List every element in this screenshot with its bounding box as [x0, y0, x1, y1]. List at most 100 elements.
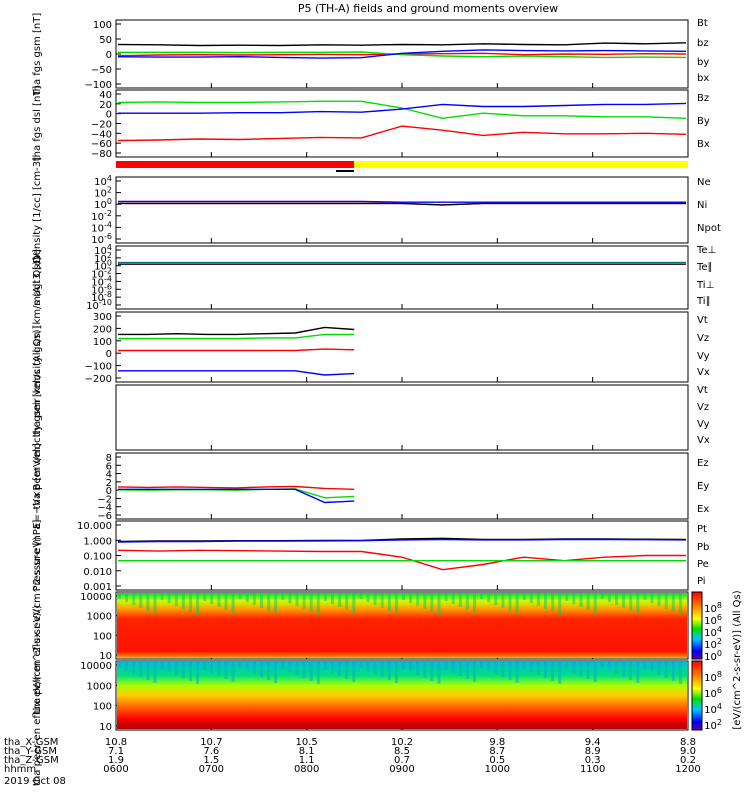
spectrogram-cell: [536, 662, 540, 675]
y-tick-label: 0: [106, 50, 112, 61]
footer-tick-x: 8.8: [680, 737, 696, 748]
y-tick-label: −80: [91, 149, 112, 160]
colorbar-tick: 108: [704, 601, 722, 615]
y-tick-label: −6: [97, 511, 112, 522]
spectrogram-cell: [281, 662, 285, 669]
panel-frame: [115, 520, 689, 591]
spectrogram-cell: [189, 593, 192, 612]
legend-ti: Ti⊥: [696, 280, 714, 291]
legend-vt: Vt: [697, 315, 708, 326]
spectrogram-cell: [331, 593, 334, 604]
spectrogram-cell: [643, 593, 647, 600]
footer-tick-z: 0.7: [394, 755, 410, 766]
footer-tick-t: 1100: [580, 764, 605, 775]
y-axis-label: magt3 [eV]: [32, 249, 43, 306]
spectrogram-cell: [338, 593, 342, 607]
panel-peir_velocity: tha peir velocity gsm [km/s (All Qs)] 300…: [32, 257, 710, 438]
spectrogram-cell: [352, 662, 356, 682]
spectrogram-cell: [316, 662, 320, 684]
spectrogram-cell: [245, 662, 249, 671]
y-axis-label: E=−V×B [mV/m]: [32, 443, 43, 529]
series-pb-line: [117, 549, 686, 571]
y-tick-label: 300: [93, 312, 112, 323]
legend-pe: Pe: [697, 559, 709, 570]
legend-bz: bz: [697, 38, 709, 49]
spectrogram-cell: [515, 593, 519, 614]
spectrogram-cell: [423, 593, 427, 609]
spectrogram-cell: [224, 593, 228, 610]
spectrogram-cell: [678, 593, 682, 615]
footer-tick-z: 1.9: [108, 755, 124, 766]
spectrogram-cell: [529, 593, 533, 603]
spectrogram-cell: [451, 662, 455, 673]
y-tick-label: 200: [93, 324, 112, 335]
spectrogram-cell: [678, 662, 682, 684]
legend-pi: Pi: [697, 576, 706, 587]
spectrogram-cell: [508, 593, 512, 611]
spectrogram-cell: [636, 593, 640, 614]
spectrogram-cell: [281, 593, 285, 600]
spectrogram-cell: [565, 593, 569, 601]
spectrogram-cell: [671, 662, 675, 681]
spectrogram-cell: [210, 593, 214, 604]
spectrogram-cell: [132, 593, 136, 605]
spectrogram-cell: [316, 593, 320, 615]
y-tick-label: 1000: [87, 612, 112, 623]
spectrogram-cell: [622, 593, 626, 608]
spectrogram-cell: [231, 593, 235, 613]
footer-tick-z: 0.2: [680, 755, 696, 766]
legend-ni: Ni: [697, 200, 707, 211]
spectrogram-cell: [522, 593, 526, 600]
spectrogram-cell: [373, 662, 377, 674]
legend-ne: Ne: [697, 177, 711, 188]
y-tick-label: 0: [106, 110, 112, 121]
y-tick-label: 10-8: [91, 290, 112, 304]
spectrogram-cell: [387, 593, 391, 611]
footer-tick-x: 10.7: [200, 737, 222, 748]
spectrogram-cell: [224, 662, 228, 679]
y-tick-label: 10000: [80, 592, 112, 603]
series-vx-line: [118, 370, 355, 376]
series-bz-line: [117, 125, 687, 142]
legend-bz: Bz: [697, 93, 709, 104]
spectrogram-cell: [437, 662, 441, 684]
spectrogram-cell: [309, 593, 313, 612]
spectrogram-cell: [210, 662, 214, 673]
spectrogram-cell: [536, 593, 540, 606]
spectrogram-cell: [409, 662, 413, 672]
legend-npot: Npot: [697, 223, 721, 234]
spectrogram-cell: [387, 662, 391, 680]
spectrogram-cell: [558, 593, 562, 615]
colorbar-peer: [691, 660, 703, 731]
spectrogram-cell: [167, 593, 171, 603]
y-tick-label: 0: [106, 486, 112, 497]
footer-tick-t: 1000: [485, 764, 510, 775]
panel-frame: [115, 452, 689, 520]
y-tick-label: 100: [93, 20, 112, 31]
panel-frame: [115, 245, 689, 310]
legend-bt: Bt: [697, 18, 708, 29]
colorbar-tick: 104: [704, 702, 722, 716]
y-tick-label: 104: [94, 243, 112, 257]
spectrogram-cell: [267, 662, 271, 680]
colorbar-tick: 108: [704, 670, 722, 684]
panel-frame: [115, 384, 689, 451]
spectrogram-cell: [430, 662, 434, 681]
spectrogram-cell: [160, 593, 164, 600]
spectrogram-cell: [252, 662, 256, 674]
spectrogram-cell: [565, 662, 569, 670]
spectrogram-cell: [323, 593, 327, 601]
y-tick-label: 1.000: [83, 536, 112, 547]
panel-frame: [115, 176, 689, 244]
y-tick-label: 102: [94, 251, 112, 265]
spectrogram-cell: [394, 593, 398, 614]
spectrogram-cell: [366, 593, 370, 602]
panel-pressure: Pressure [nPa] 10.000 1.000 0.100 0.010 0.001…: [32, 520, 709, 593]
y-tick-label: 10-10: [86, 298, 112, 312]
spectrogram-cell: [345, 662, 349, 679]
legend-vx: Vx: [697, 367, 710, 378]
panel-peir_eflux: tha peir en eflux eV/(cm^2-s-sr-eV) 10000…: [32, 537, 689, 714]
spectrogram-cell: [118, 593, 121, 599]
spectrogram-cell: [295, 662, 299, 675]
